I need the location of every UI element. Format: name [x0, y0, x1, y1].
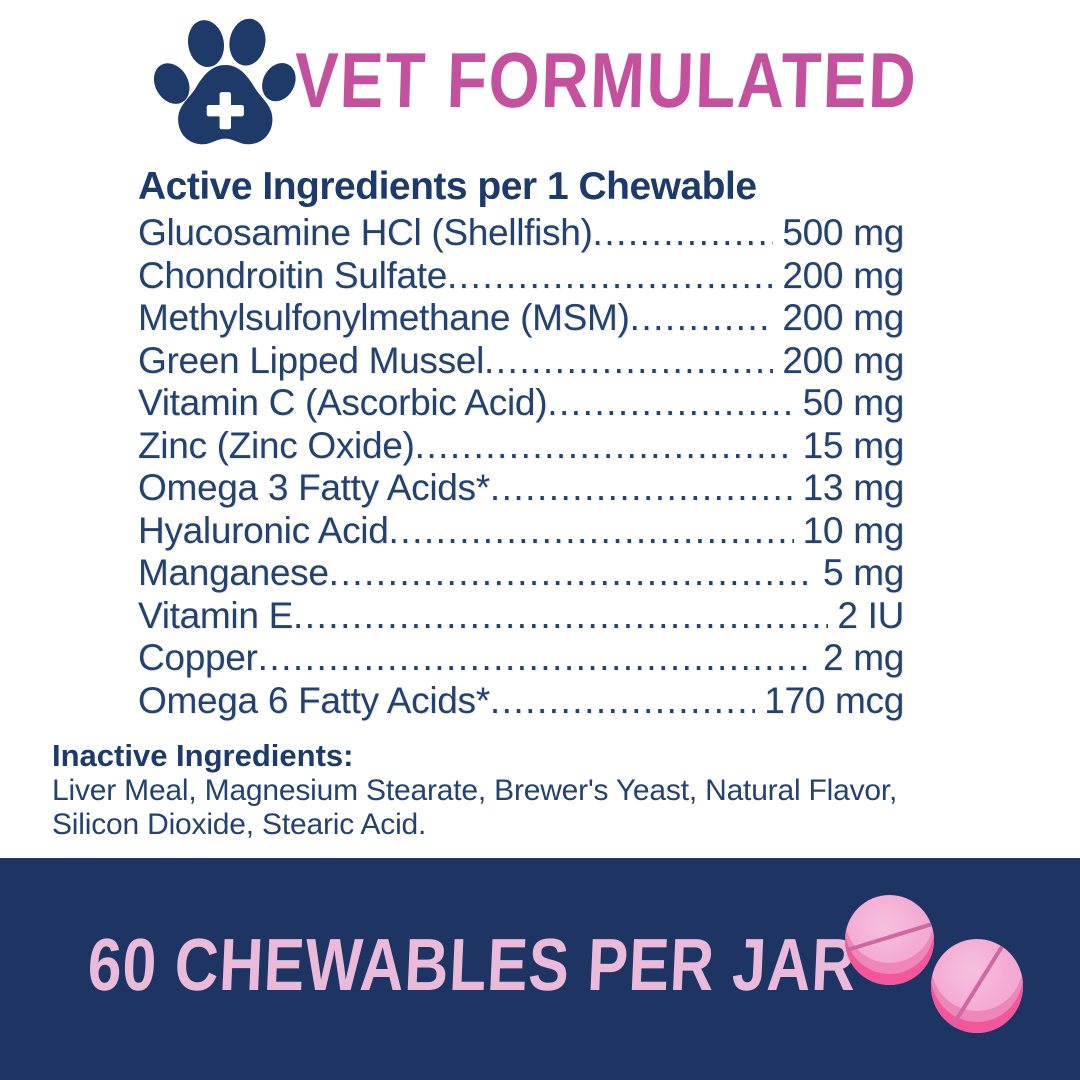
dot-leader — [389, 510, 794, 553]
ingredient-amount: 2 IU — [837, 594, 904, 636]
ingredient-row: Vitamin E 2 IU — [138, 595, 904, 638]
ingredient-row: Omega 6 Fatty Acids* 170 mcg — [138, 680, 904, 723]
ingredient-name: Manganese — [138, 552, 329, 593]
ingredient-row: Green Lipped Mussel 200 mg — [138, 340, 904, 383]
ingredient-amount: 10 mg — [802, 509, 905, 551]
ingredient-name: Omega 6 Fatty Acids* — [138, 679, 490, 721]
ingredient-name: Vitamin E — [138, 594, 293, 636]
dot-leader — [490, 467, 794, 510]
ingredient-amount: 5 mg — [822, 552, 904, 593]
ingredient-row: Glucosamine HCl (Shellfish) 500 mg — [138, 212, 904, 255]
ingredient-amount: 200 mg — [782, 339, 904, 381]
inactive-ingredients-section: Inactive Ingredients: Liver Meal, Magnes… — [52, 738, 952, 842]
ingredient-row: Omega 3 Fatty Acids* 13 mg — [138, 467, 904, 510]
ingredient-row: Chondroitin Sulfate 200 mg — [138, 255, 904, 298]
active-ingredients-section: Active Ingredients per 1 Chewable Glucos… — [138, 164, 904, 722]
tablet-score-line — [943, 939, 1011, 1033]
ingredient-amount: 15 mg — [802, 424, 905, 466]
dot-leader — [547, 382, 793, 425]
ingredient-amount: 2 mg — [822, 637, 904, 678]
dot-leader — [490, 680, 755, 723]
ingredient-name: Chondroitin Sulfate — [138, 254, 447, 296]
dot-leader — [630, 297, 774, 340]
dot-leader — [293, 595, 828, 638]
ingredient-name: Methylsulfonylmethane (MSM) — [138, 297, 630, 338]
dot-leader — [258, 637, 814, 680]
ingredient-amount: 50 mg — [802, 382, 905, 423]
ingredient-amount: 500 mg — [782, 212, 904, 253]
bottom-banner: 60 CHEWABLES PER JAR — [0, 858, 1080, 1080]
chewable-tablet-icon — [931, 939, 1023, 1033]
ingredient-name: Zinc (Zinc Oxide) — [138, 424, 415, 466]
ingredient-row: Copper 2 mg — [138, 637, 904, 680]
ingredient-row: Methylsulfonylmethane (MSM) 200 mg — [138, 297, 904, 340]
ingredient-name: Glucosamine HCl (Shellfish) — [138, 212, 593, 253]
ingredient-row: Hyaluronic Acid 10 mg — [138, 510, 904, 553]
chewables-per-jar-text: 60 CHEWABLES PER JAR — [86, 923, 859, 1006]
dot-leader — [329, 552, 814, 595]
ingredient-row: Manganese 5 mg — [138, 552, 904, 595]
inactive-ingredients-heading: Inactive Ingredients: — [52, 738, 354, 773]
ingredient-name: Copper — [138, 637, 258, 678]
ingredient-amount: 13 mg — [802, 467, 905, 508]
ingredient-row: Vitamin C (Ascorbic Acid) 50 mg — [138, 382, 904, 425]
ingredient-amount: 200 mg — [782, 254, 904, 296]
ingredient-name: Omega 3 Fatty Acids* — [138, 467, 490, 508]
dot-leader — [593, 212, 774, 255]
active-ingredients-heading: Active Ingredients per 1 Chewable — [138, 165, 757, 208]
ingredient-name: Green Lipped Mussel — [138, 339, 484, 381]
tablet-score-line — [845, 917, 934, 956]
ingredient-name: Hyaluronic Acid — [138, 509, 389, 551]
chewable-tablet-icon — [845, 895, 934, 985]
dot-leader — [447, 255, 773, 298]
inactive-ingredients-text: Liver Meal, Magnesium Stearate, Brewer's… — [52, 774, 898, 841]
ingredient-name: Vitamin C (Ascorbic Acid) — [138, 382, 548, 423]
medical-cross-icon — [206, 92, 244, 130]
ingredient-amount: 170 mcg — [764, 679, 904, 721]
ingredient-amount: 200 mg — [782, 297, 904, 338]
dot-leader — [415, 425, 794, 468]
vet-formulated-title: VET FORMULATED — [293, 35, 919, 124]
dot-leader — [484, 340, 773, 383]
paw-medical-cross-icon — [146, 12, 296, 150]
ingredient-row: Zinc (Zinc Oxide) 15 mg — [138, 425, 904, 468]
